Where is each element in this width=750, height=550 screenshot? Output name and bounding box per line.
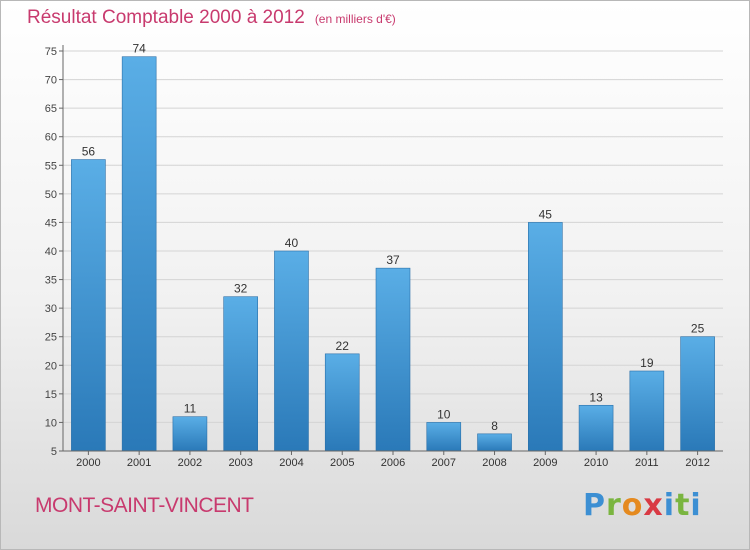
x-tick-label: 2003	[228, 457, 252, 469]
logo-letter: i	[663, 488, 676, 523]
y-tick-label: 40	[45, 246, 57, 258]
bar	[426, 422, 462, 452]
data-label: 19	[640, 356, 654, 370]
title-text: Résultat Comptable 2000 à 2012	[27, 7, 305, 28]
bar	[71, 159, 106, 452]
x-tick-label: 2005	[330, 457, 354, 469]
data-label: 22	[336, 339, 350, 353]
proxiti-logo: Proxiti	[583, 488, 702, 523]
chart-title: Résultat Comptable 2000 à 2012 (en millie…	[27, 7, 396, 29]
data-label: 8	[491, 419, 498, 433]
chart-subtitle: (en milliers d'€)	[314, 12, 396, 26]
y-tick-label: 25	[45, 332, 57, 344]
x-tick-label: 2010	[584, 457, 608, 469]
y-tick-label: 75	[45, 46, 57, 58]
x-tick-label: 2001	[127, 457, 151, 469]
x-tick-label: 2007	[432, 457, 456, 469]
y-tick-label: 65	[45, 103, 57, 115]
bar	[223, 296, 258, 452]
y-tick-label: 5	[51, 446, 57, 458]
y-tick-label: 30	[45, 303, 57, 315]
y-tick-label: 50	[45, 189, 57, 201]
bar	[324, 353, 360, 452]
x-tick-label: 2012	[685, 457, 709, 469]
data-label: 37	[386, 253, 400, 267]
logo-letter: i	[690, 488, 702, 523]
data-label: 13	[589, 390, 603, 404]
logo-letter: P	[583, 488, 606, 523]
labels: 5 10 15 20 25 30 35 40 45 50 55 60 65 70 75 56 2000 74 200…	[45, 42, 710, 469]
x-tick-label: 2006	[381, 457, 405, 469]
location-name: MONT-SAINT-VINCENT	[35, 494, 254, 517]
x-tick-label: 2011	[635, 457, 659, 469]
data-label: 45	[539, 207, 553, 221]
x-tick-label: 2008	[482, 457, 506, 469]
bar	[680, 336, 715, 452]
bar	[578, 404, 614, 452]
x-tick-label: 2004	[279, 457, 303, 469]
y-tick-label: 15	[45, 389, 57, 401]
data-label: 25	[691, 322, 705, 336]
bars	[71, 56, 715, 452]
logo-letter: o	[621, 488, 644, 523]
data-label: 74	[132, 42, 146, 56]
data-label: 10	[437, 407, 451, 421]
data-label: 40	[285, 236, 299, 250]
bar	[477, 433, 512, 452]
bar	[528, 222, 563, 452]
bar	[629, 370, 665, 452]
y-tick-label: 10	[45, 417, 57, 429]
x-tick-label: 2009	[533, 457, 557, 469]
x-tick-label: 2000	[76, 457, 100, 469]
logo-letter: r	[606, 488, 622, 523]
y-tick-label: 20	[45, 360, 57, 372]
data-label: 32	[234, 282, 248, 296]
data-label: 56	[82, 145, 96, 159]
axes	[59, 45, 723, 455]
y-tick-label: 60	[45, 132, 57, 144]
y-tick-label: 55	[45, 160, 57, 172]
logo-letter: t	[675, 488, 691, 523]
y-tick-label: 45	[45, 217, 57, 229]
y-tick-label: 70	[45, 75, 57, 87]
bar	[121, 56, 157, 452]
data-label: 11	[184, 402, 197, 416]
x-tick-label: 2002	[178, 457, 202, 469]
bar	[375, 267, 411, 452]
bar	[274, 250, 309, 452]
logo-letter: x	[643, 488, 664, 523]
y-tick-label: 35	[45, 275, 57, 287]
bar	[172, 416, 208, 452]
